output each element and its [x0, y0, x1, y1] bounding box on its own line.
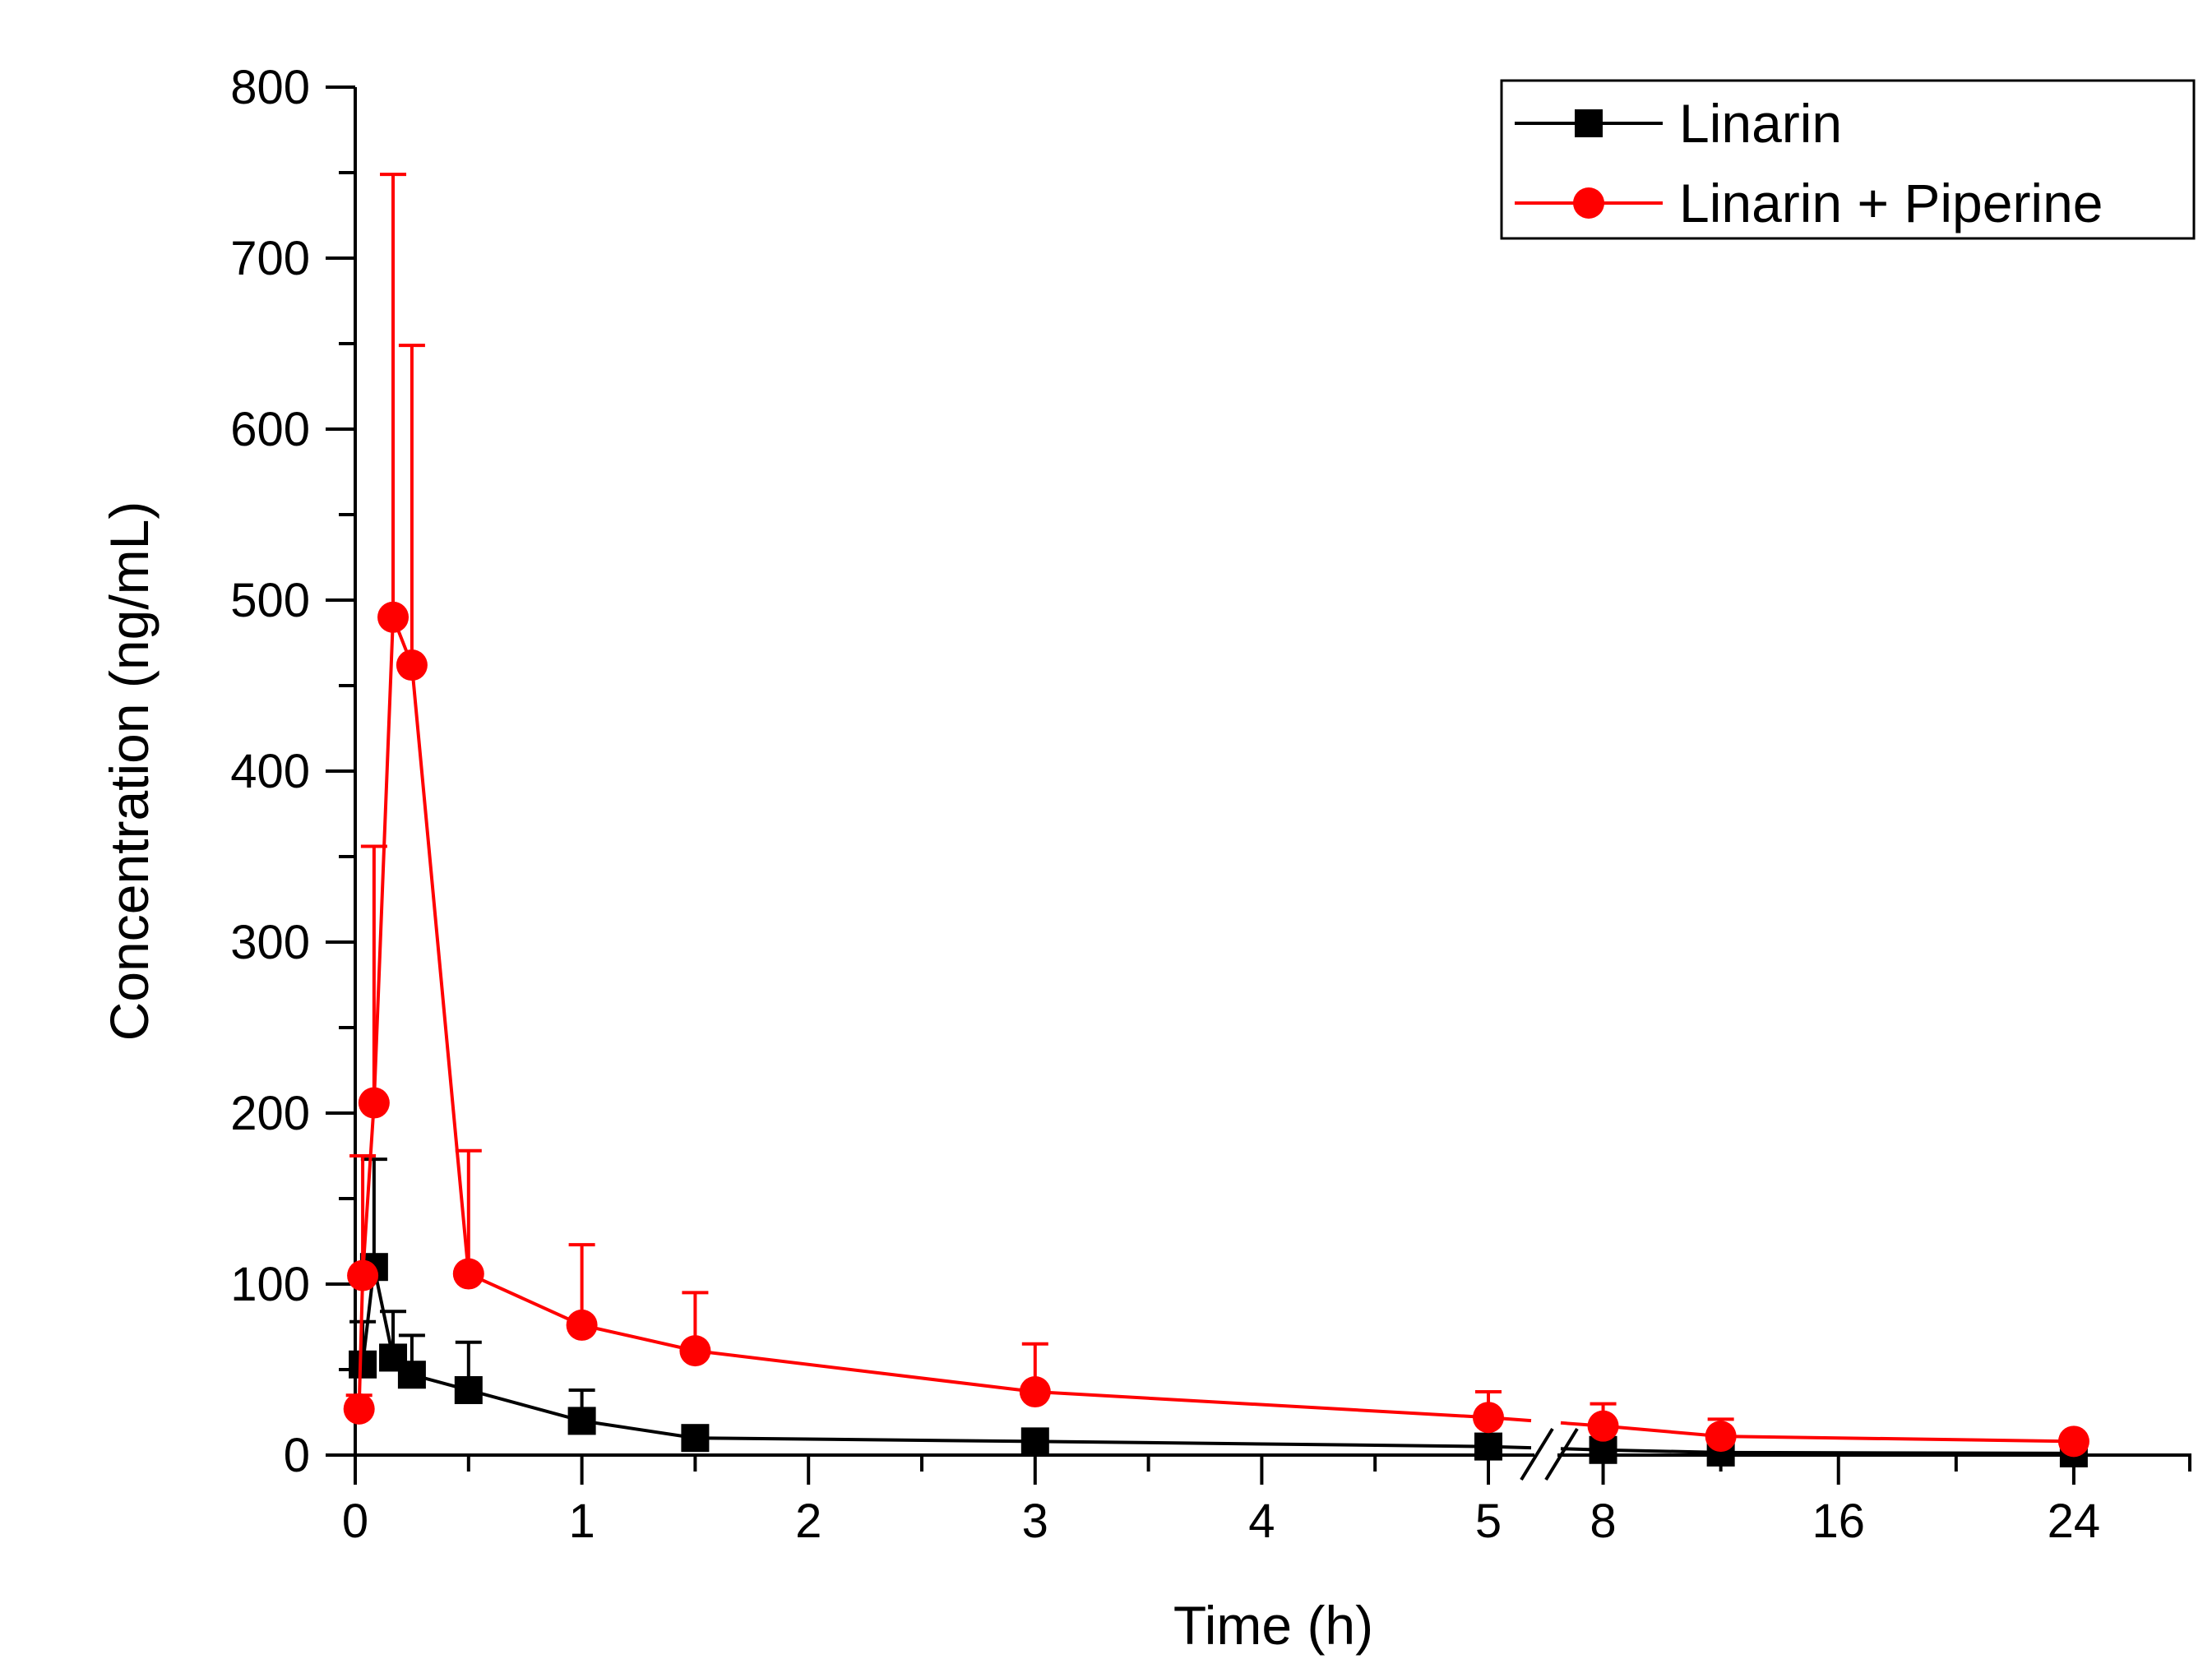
data-point-circle: [679, 1335, 711, 1367]
data-point-circle: [452, 1258, 484, 1290]
series-line: [1560, 1447, 2074, 1455]
data-point-square: [681, 1424, 710, 1453]
data-point-square: [1474, 1432, 1502, 1461]
series-line: [1560, 1421, 2074, 1444]
series-layer: [343, 173, 2089, 1467]
data-point-square: [567, 1407, 596, 1435]
data-point-circle: [1019, 1376, 1051, 1408]
data-point-square: [1020, 1427, 1049, 1456]
x-tick-label: 5: [1475, 1495, 1502, 1548]
series-line: [361, 1266, 1532, 1450]
x-tick-label: 4: [1248, 1495, 1275, 1548]
x-tick-label: 2: [795, 1495, 821, 1548]
axes: 0 100 200 300 400 500 600 700 800 0 1 2 3 4 5 8 16 24: [230, 61, 2191, 1548]
legend-marker-square: [1575, 109, 1603, 137]
data-point-circle: [347, 1259, 379, 1291]
x-tick-label: 16: [1812, 1495, 1865, 1548]
y-tick-label: 500: [230, 574, 310, 627]
x-tick-label: 3: [1022, 1495, 1048, 1548]
data-point-circle: [2057, 1425, 2089, 1458]
y-axis-title: Concentration (ng/mL): [99, 501, 160, 1042]
y-tick-label: 0: [284, 1429, 310, 1482]
y-tick-label: 200: [230, 1087, 310, 1140]
x-tick-label: 8: [1590, 1495, 1616, 1548]
x-tick-label: 0: [342, 1495, 368, 1548]
data-point-square: [397, 1361, 426, 1389]
x-tick-label: 24: [2048, 1495, 2101, 1548]
data-point-circle: [358, 1087, 390, 1119]
legend-marker-circle: [1573, 187, 1604, 219]
y-tick-label: 400: [230, 745, 310, 798]
legend-label: Linarin: [1679, 93, 1842, 154]
data-point-square: [349, 1350, 377, 1379]
series-linarin-piperine: [343, 173, 2089, 1458]
data-point-circle: [396, 649, 428, 682]
legend-label: Linarin + Piperine: [1679, 173, 2103, 233]
x-tick-label: 1: [568, 1495, 595, 1548]
data-point-circle: [566, 1309, 598, 1341]
legend: Linarin Linarin + Piperine: [1500, 79, 2196, 240]
axis-break-mark: [1544, 1427, 1579, 1481]
y-tick-label: 800: [230, 61, 310, 114]
y-tick-label: 600: [230, 403, 310, 456]
data-point-circle: [1705, 1421, 1737, 1453]
data-point-square: [454, 1375, 483, 1404]
data-point-circle: [1587, 1410, 1619, 1442]
y-tick-label: 100: [230, 1258, 310, 1311]
data-point-circle: [377, 601, 410, 633]
series-linarin: [349, 1157, 2088, 1467]
x-axis-title: Time (h): [1173, 1595, 1373, 1656]
data-point-circle: [343, 1393, 375, 1425]
series-line: [357, 617, 1532, 1423]
legend-box: [1500, 79, 2196, 240]
data-point-circle: [1473, 1402, 1504, 1434]
axis-break-mark: [1520, 1427, 1554, 1481]
y-tick-label: 700: [230, 232, 310, 285]
y-tick-label: 300: [230, 916, 310, 969]
